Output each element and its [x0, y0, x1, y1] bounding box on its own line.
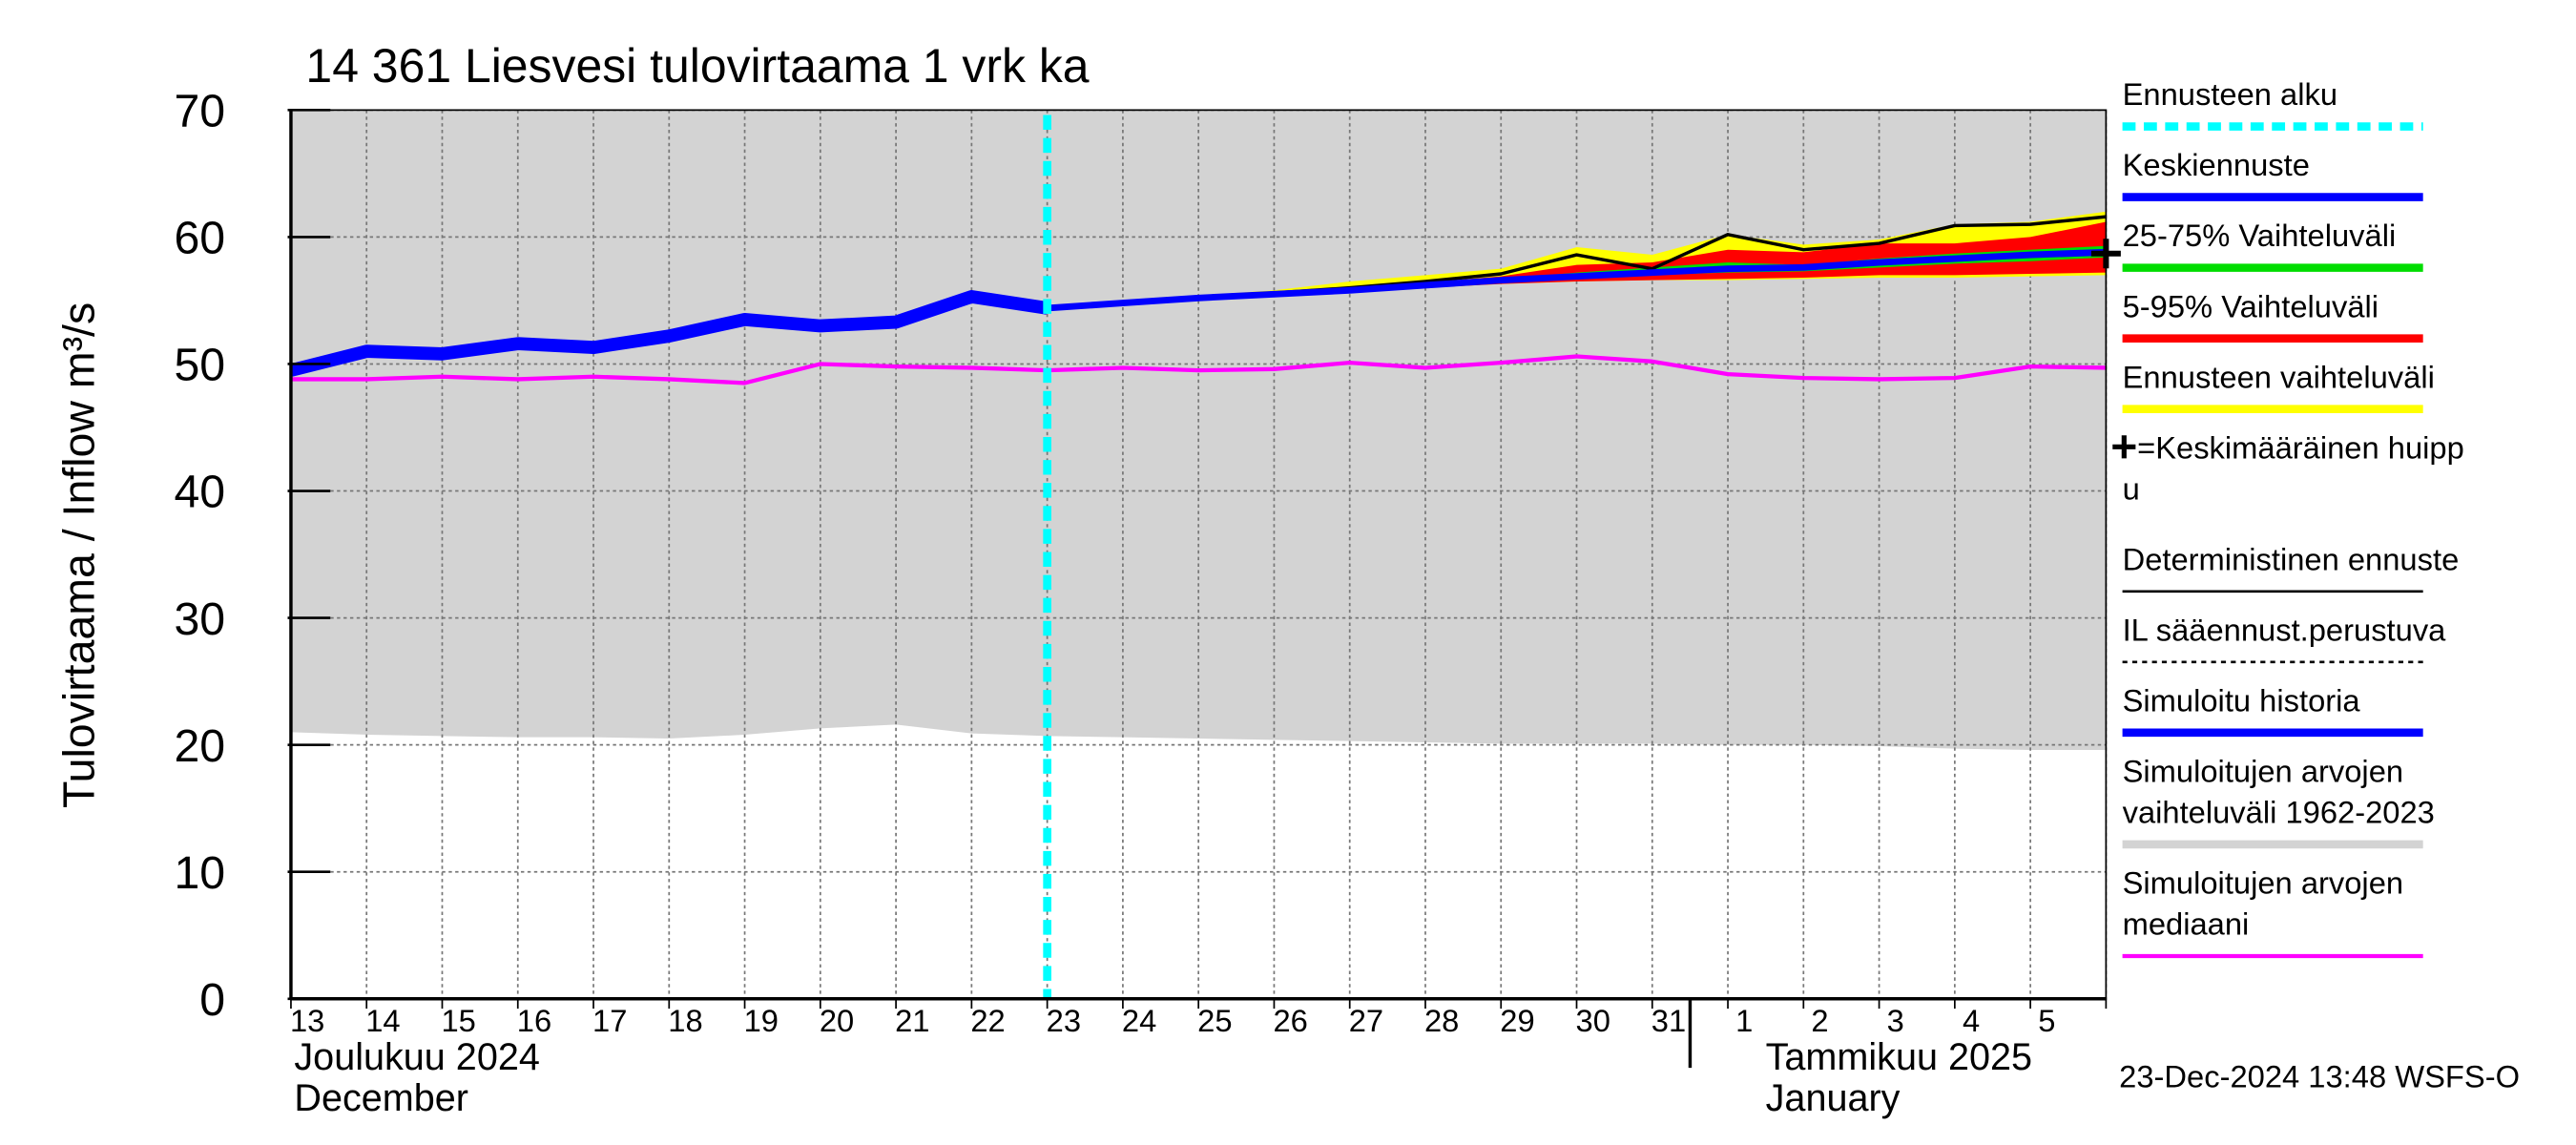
legend-label: u	[2123, 470, 2140, 506]
x-tick-label: 15	[442, 1003, 476, 1038]
legend-label: =Keskimääräinen huipp	[2137, 429, 2464, 465]
legend-label: 5-95% Vaihteluväli	[2123, 288, 2379, 323]
legend-label: Deterministinen ennuste	[2123, 541, 2460, 576]
y-tick-label: 60	[174, 213, 225, 264]
x-tick-label: 17	[592, 1003, 627, 1038]
x-tick-label: 21	[895, 1003, 929, 1038]
legend-label: Simuloitujen arvojen	[2123, 865, 2404, 901]
x-tick-label: 18	[668, 1003, 702, 1038]
x-tick-label: 27	[1349, 1003, 1383, 1038]
x-tick-label: 16	[517, 1003, 551, 1038]
legend-label: mediaani	[2123, 906, 2250, 942]
x-tick-label: 5	[2038, 1003, 2055, 1038]
legend-label: Simuloitu historia	[2123, 682, 2361, 718]
x-tick-label: 23	[1047, 1003, 1081, 1038]
month-label: January	[1766, 1077, 1901, 1119]
legend-plus	[2112, 435, 2136, 459]
legend-label: Ennusteen vaihteluväli	[2123, 359, 2435, 394]
month-label: Joulukuu 2024	[294, 1036, 539, 1078]
x-tick-label: 4	[1963, 1003, 1980, 1038]
x-tick-label: 25	[1197, 1003, 1232, 1038]
x-tick-label: 29	[1500, 1003, 1534, 1038]
series-line	[1047, 248, 2107, 312]
month-label: December	[294, 1077, 468, 1119]
range-band	[1047, 211, 2107, 308]
x-tick-label: 30	[1576, 1003, 1610, 1038]
y-tick-label: 20	[174, 720, 225, 772]
x-tick-label: 13	[290, 1003, 324, 1038]
x-tick-label: 3	[1887, 1003, 1904, 1038]
series-line	[290, 354, 2107, 385]
x-tick-label: 2	[1811, 1003, 1828, 1038]
x-tick-label: 24	[1122, 1003, 1156, 1038]
x-tick-label: 20	[820, 1003, 854, 1038]
range-band	[1047, 221, 2107, 308]
y-tick-label: 50	[174, 340, 225, 391]
x-tick-label: 31	[1652, 1003, 1686, 1038]
range-band	[290, 110, 2107, 750]
x-tick-label: 28	[1424, 1003, 1459, 1038]
month-label: Tammikuu 2025	[1766, 1036, 2032, 1078]
y-tick-label: 0	[199, 974, 225, 1026]
legend-label: vaihteluväli 1962-2023	[2123, 795, 2435, 830]
chart-title: 14 361 Liesvesi tulovirtaama 1 vrk ka	[305, 39, 1089, 93]
legend-label: 25-75% Vaihteluväli	[2123, 218, 2397, 253]
y-tick-label: 40	[174, 467, 225, 518]
x-tick-label: 22	[970, 1003, 1005, 1038]
y-tick-label: 70	[174, 86, 225, 137]
legend-label: Simuloitujen arvojen	[2123, 754, 2404, 789]
y-tick-label: 30	[174, 593, 225, 645]
legend-label: IL sääennust.perustuva	[2123, 612, 2447, 647]
x-tick-label: 26	[1273, 1003, 1307, 1038]
series-line	[289, 290, 1049, 377]
y-axis-label: Tulovirtaama / Inflow m³/s	[53, 302, 103, 808]
x-tick-label: 19	[744, 1003, 779, 1038]
timestamp: 23-Dec-2024 13:48 WSFS-O	[2119, 1059, 2520, 1094]
legend-label: Keskiennuste	[2123, 147, 2310, 182]
legend-label: Ennusteen alku	[2123, 76, 2337, 112]
x-tick-label: 14	[365, 1003, 400, 1038]
x-tick-label: 1	[1735, 1003, 1753, 1038]
y-tick-label: 10	[174, 847, 225, 899]
